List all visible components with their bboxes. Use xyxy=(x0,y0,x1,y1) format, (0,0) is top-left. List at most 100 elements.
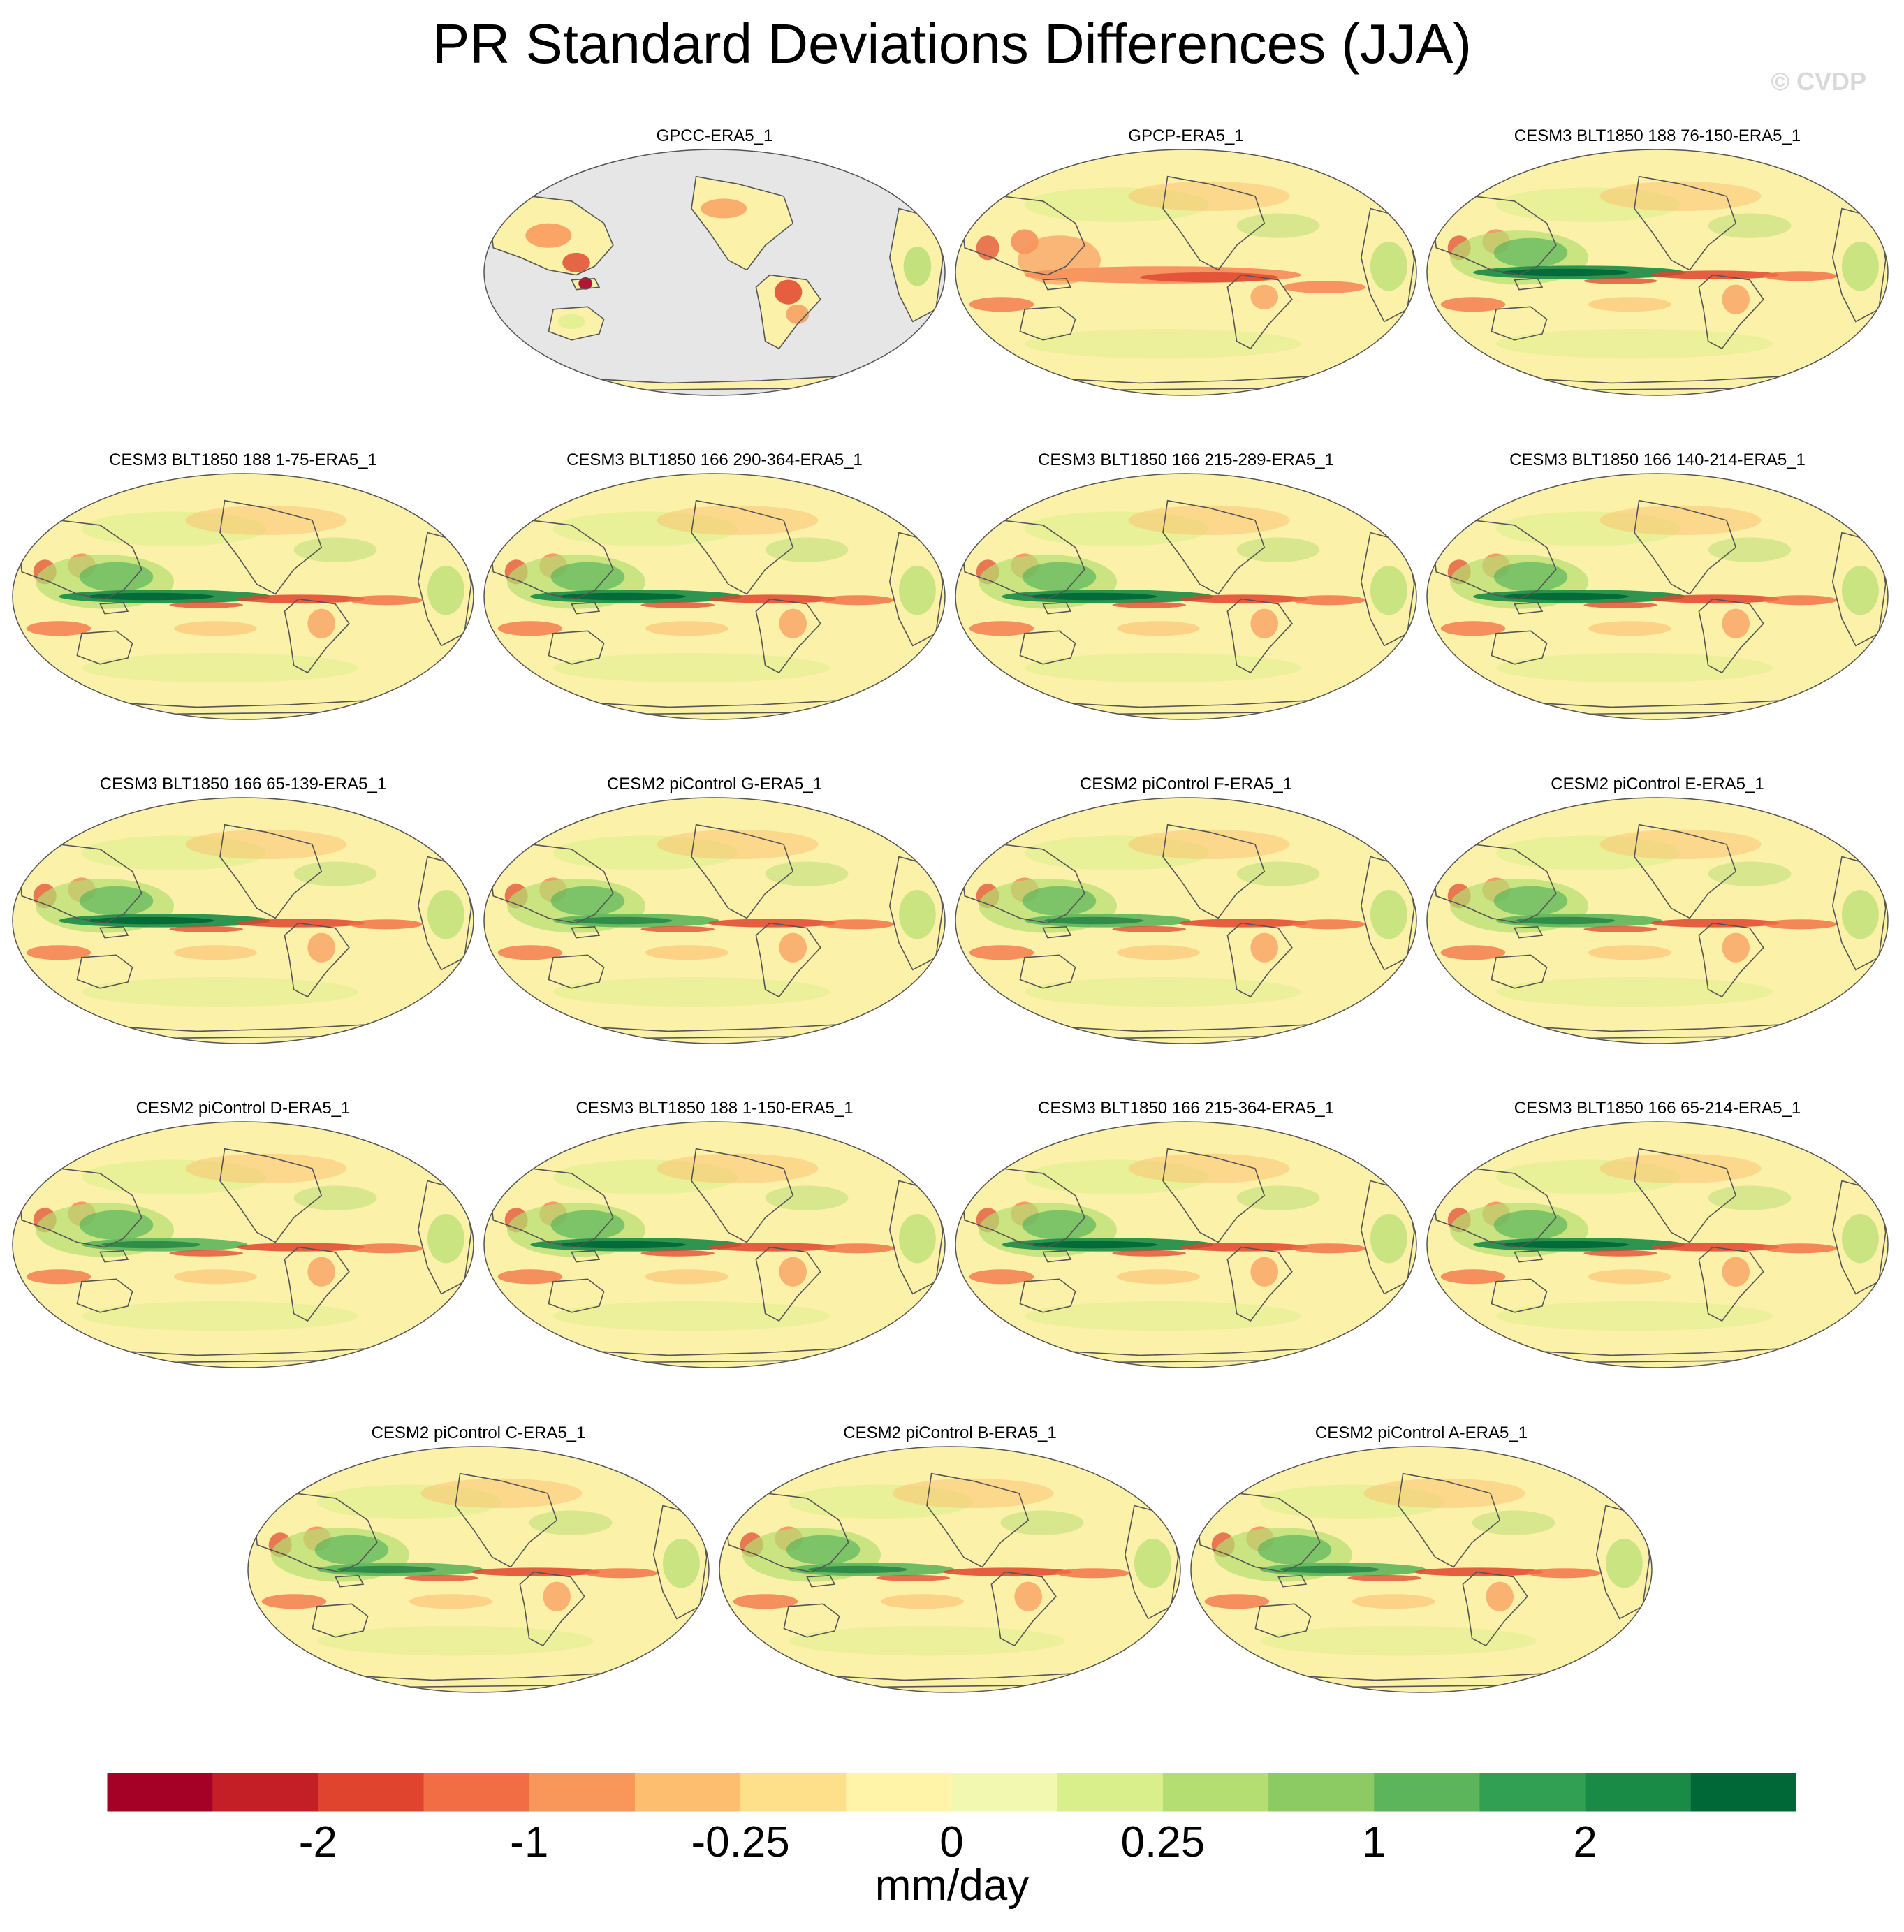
coastline xyxy=(1226,598,1293,674)
colorbar-swatch xyxy=(1479,1773,1586,1812)
field-anomaly xyxy=(543,1581,571,1611)
coastline xyxy=(806,1574,836,1588)
field-anomaly xyxy=(1204,1594,1270,1609)
coastline xyxy=(1042,277,1072,291)
field-anomaly xyxy=(1599,505,1762,535)
field-anomaly xyxy=(1250,284,1278,309)
field-anomaly xyxy=(1128,1153,1290,1183)
panel-border xyxy=(1426,473,1889,720)
coastline xyxy=(959,844,1085,924)
field-anomaly xyxy=(1599,181,1762,211)
field-anomaly xyxy=(765,1185,849,1210)
field-anomaly xyxy=(1440,297,1506,312)
colorbar-swatch xyxy=(1162,1773,1269,1812)
map-panel: CESM3 BLT1850 166 215-364-ERA5_1 xyxy=(955,1099,1417,1368)
coastline xyxy=(691,824,794,919)
field-anomaly xyxy=(1291,1243,1366,1254)
coastline xyxy=(959,520,1085,600)
coastline xyxy=(1698,274,1764,350)
field-anomaly xyxy=(82,1301,358,1331)
coastline xyxy=(755,274,821,350)
field-anomaly xyxy=(553,1301,830,1331)
field-anomaly xyxy=(1606,1539,1643,1588)
coastline xyxy=(755,922,821,998)
field-anomaly xyxy=(1363,1478,1525,1508)
coastline xyxy=(219,824,323,919)
coastline xyxy=(76,630,133,665)
colorbar: -2 -1 -0.25 0 0.25 1 2 xyxy=(106,1772,1797,1866)
equatorial-positive-core xyxy=(1030,592,1158,601)
field-anomaly xyxy=(1236,537,1320,562)
coastline xyxy=(571,1250,601,1263)
coastline xyxy=(1634,824,1737,919)
field-anomaly xyxy=(892,1478,1054,1508)
panel-border xyxy=(1426,149,1889,396)
coastline xyxy=(1491,630,1548,665)
coastline xyxy=(691,175,794,271)
field-anomaly xyxy=(1440,1269,1506,1285)
field-anomaly xyxy=(1583,925,1657,932)
equatorial-positive-core xyxy=(558,592,687,601)
panel-border xyxy=(483,473,946,720)
field-anomaly xyxy=(1763,919,1838,930)
equatorial-positive-core xyxy=(101,1241,201,1249)
coastline xyxy=(76,1278,133,1313)
field-anomaly xyxy=(79,562,154,592)
field-anomaly xyxy=(261,1594,327,1609)
field-anomaly xyxy=(1763,271,1838,281)
coastline xyxy=(1226,1246,1293,1322)
panel-border xyxy=(1190,1446,1653,1693)
field-anomaly xyxy=(1722,1257,1750,1287)
field-anomaly xyxy=(1527,1568,1602,1579)
coastline xyxy=(16,520,142,600)
colorbar-tick-label: 2 xyxy=(1573,1818,1597,1866)
coastline xyxy=(1042,925,1072,939)
colorbar-tick-label: -0.25 xyxy=(691,1818,789,1866)
figure-title: PR Standard Deviations Differences (JJA) xyxy=(432,13,1472,75)
field-anomaly xyxy=(881,1594,964,1609)
field-anomaly xyxy=(79,1210,154,1240)
coastline xyxy=(1491,1278,1548,1313)
field-anomaly xyxy=(557,314,586,329)
panel-field xyxy=(484,149,945,395)
field-anomaly xyxy=(317,1625,594,1656)
panel-field xyxy=(1427,149,1888,395)
panel-field xyxy=(955,474,1416,719)
panel-field xyxy=(1191,1447,1652,1692)
field-anomaly xyxy=(1496,652,1773,683)
field-anomaly xyxy=(1763,1243,1838,1254)
coastline xyxy=(1698,598,1764,674)
field-anomaly xyxy=(1291,595,1366,606)
field-anomaly xyxy=(1708,213,1792,238)
coastline xyxy=(1514,925,1544,939)
colorbar-swatch xyxy=(1057,1773,1164,1812)
colorbar-swatch xyxy=(318,1773,425,1812)
field-anomaly xyxy=(1117,945,1200,960)
coastline xyxy=(1019,1278,1076,1313)
coastline xyxy=(548,1278,605,1313)
map-panels: GPCC-ERA5_1 GPCP-ERA5_1 CESM3 BLT1850 188 … xyxy=(12,126,1889,1693)
field-anomaly xyxy=(1493,1210,1568,1240)
colorbar-frame xyxy=(106,1772,1797,1813)
field-anomaly xyxy=(1708,537,1792,562)
field-anomaly xyxy=(307,932,336,963)
colorbar-tick-label: 1 xyxy=(1362,1818,1386,1866)
equatorial-positive-core xyxy=(1501,268,1630,277)
panel-title: CESM3 BLT1850 166 290-364-ERA5_1 xyxy=(566,451,863,469)
panel-border xyxy=(12,797,474,1044)
equatorial-positive-core xyxy=(558,1241,687,1249)
panel-field xyxy=(1427,798,1888,1044)
field-anomaly xyxy=(1493,237,1568,268)
panel-title: CESM3 BLT1850 166 215-364-ERA5_1 xyxy=(1038,1099,1334,1118)
field-anomaly xyxy=(1722,608,1750,638)
colorbar-tick-label: -1 xyxy=(510,1818,548,1866)
colorbar-swatch xyxy=(1585,1773,1692,1812)
coastline xyxy=(755,1246,821,1322)
field-anomaly xyxy=(497,1269,563,1285)
coastline xyxy=(1462,1571,1528,1647)
field-anomaly xyxy=(562,252,590,273)
field-anomaly xyxy=(786,1535,861,1565)
field-anomaly xyxy=(1486,1581,1514,1611)
coastline xyxy=(1162,824,1266,919)
